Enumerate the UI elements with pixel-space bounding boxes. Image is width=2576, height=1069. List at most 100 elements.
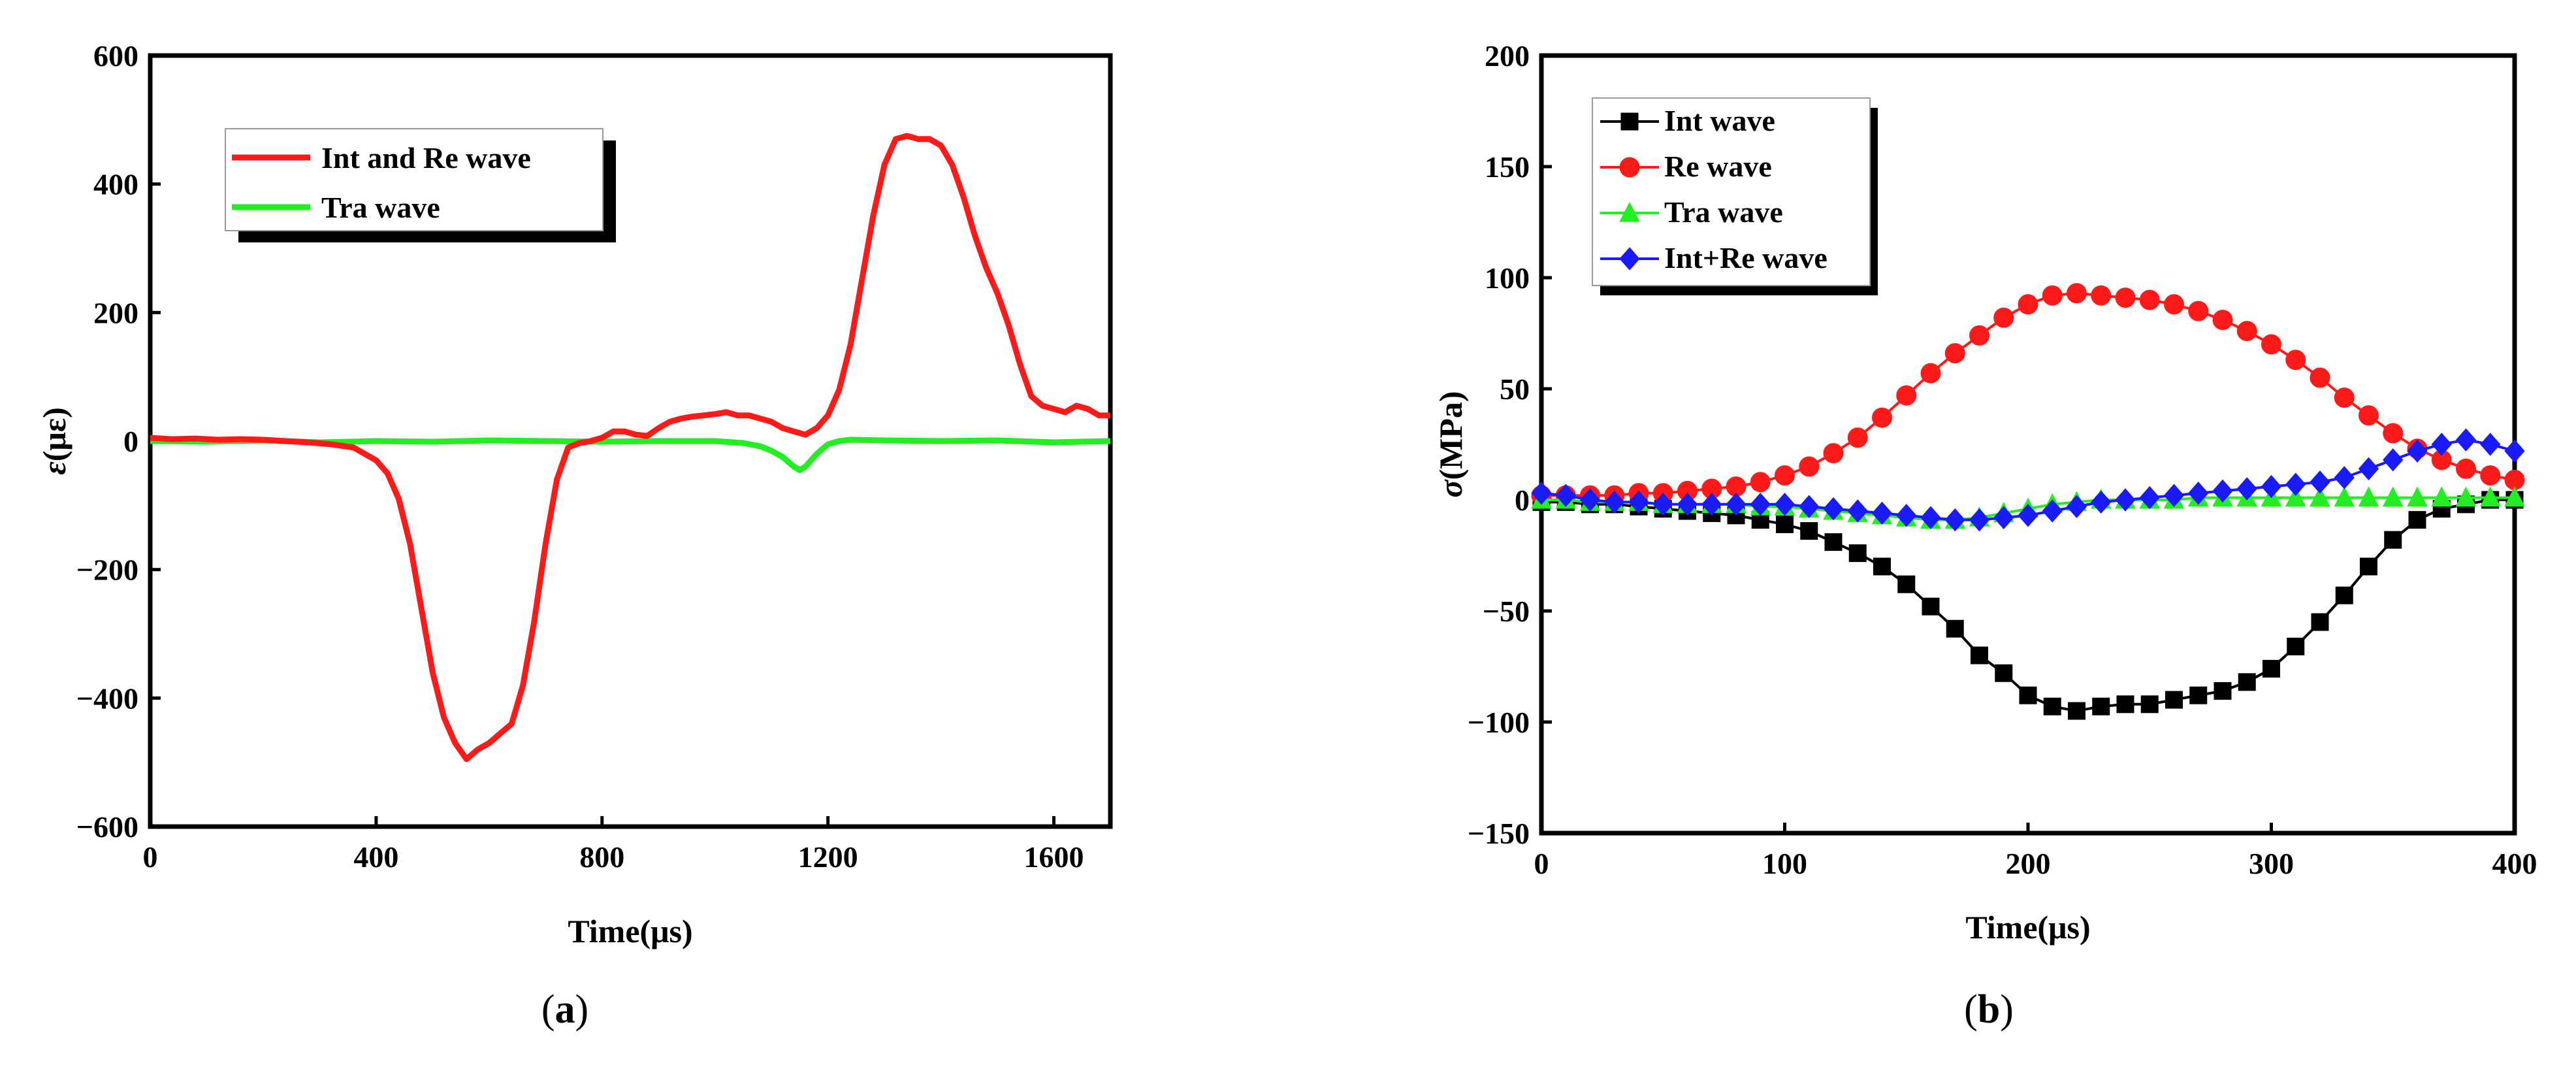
y-tick-label: 50 [1500,372,1530,406]
data-point-square [1776,515,1794,533]
y-tick-label: −100 [1468,706,1530,739]
y-tick-label: 400 [93,168,138,201]
series-line [150,436,1111,473]
data-point-circle [2139,289,2160,310]
data-point-diamond [2285,472,2306,496]
data-point-circle [1944,343,1965,364]
data-point-triangle [2504,486,2525,507]
data-point-diamond [1847,499,1868,523]
data-point-diamond [1677,493,1698,516]
data-point-square [1995,664,2013,682]
data-point-diamond [2163,484,2185,507]
x-tick-label: 100 [1762,847,1807,880]
data-point-square [1922,597,1940,616]
data-point-circle [2212,310,2233,331]
data-point-circle [2285,350,2306,370]
y-axis-unit: (MPa) [1432,391,1469,480]
panel-label: (b) [1964,987,2014,1032]
panel-letter: a [555,987,575,1032]
data-point-circle [1847,427,1868,448]
y-tick-label: 0 [1515,484,1530,517]
data-point-square [2408,511,2426,529]
data-point-diamond [1652,493,1673,516]
data-point-diamond [2139,485,2160,510]
data-point-diamond [1944,508,1965,532]
data-point-square [2311,613,2329,631]
y-axis-symbol: σ [1432,479,1469,498]
data-point-circle [2188,301,2209,321]
series-group [1531,428,2525,532]
panel-letter: b [1978,987,2000,1032]
data-point-triangle [2382,486,2404,507]
data-point-circle [2042,285,2063,306]
data-point-circle [2236,321,2257,342]
data-point-square [1897,575,1916,593]
legend-label: Int wave [1664,104,1775,137]
legend-swatch [1600,112,1659,131]
data-point-square [1848,544,1867,563]
legend-box [225,128,604,231]
data-point-diamond [1701,493,1722,516]
series-layer [1531,283,2525,720]
legend: Int and Re wave Tra wave [225,128,616,242]
data-point-circle [1920,363,1941,384]
data-point-triangle [2334,486,2355,507]
data-point-diamond [2236,477,2257,501]
x-tick-label: 1200 [798,840,858,874]
legend-item: Re wave [1600,150,1772,183]
data-point-square [1873,557,1891,576]
legend-label: Int+Re wave [1664,241,1827,274]
y-axis-title: σ(MPa) [1432,391,1469,498]
x-tick-label: 300 [2249,847,2294,880]
data-point-diamond [1628,490,1649,514]
y-tick-label: −150 [1468,817,1530,850]
data-point-diamond [2504,439,2525,463]
data-point-circle [1619,157,1640,178]
data-point-diamond [2334,466,2355,489]
y-tick-label: 100 [1485,261,1530,295]
series-line [150,133,1110,763]
data-point-square [2335,586,2353,604]
data-point-diamond [1799,495,1820,518]
data-point-circle [1750,472,1771,493]
y-tick-label: −400 [76,682,138,715]
y-axis-symbol: ε [36,461,72,475]
y-tick-label: −200 [76,553,138,587]
data-point-diamond [2261,474,2282,499]
data-point-circle [2115,288,2136,308]
legend-swatch [1600,157,1659,178]
x-tick-label: 200 [2006,847,2051,880]
data-point-circle [2383,423,2404,444]
data-point-triangle [2407,486,2428,507]
data-point-diamond [1896,504,1917,527]
data-point-diamond [1969,508,1990,532]
data-point-circle [2261,334,2281,355]
data-point-circle [2456,458,2476,479]
data-point-triangle [2479,486,2501,507]
y-tick-label: 150 [1485,150,1530,184]
data-point-diamond [2091,490,2112,514]
data-point-square [2068,702,2085,720]
data-point-triangle [2358,486,2379,507]
chart-panel-a: 0 400 800 1200 1600 −600 −400 −200 0 200 400 600 Ti… [36,39,1113,1032]
data-point-diamond [2358,457,2379,481]
data-point-circle [2067,283,2087,304]
series-group [1531,283,2525,506]
data-point-diamond [2188,482,2209,505]
legend-swatch [1600,201,1659,222]
legend-swatch [1600,247,1659,271]
data-point-circle [2164,294,2184,315]
data-point-diamond [1531,482,1552,505]
data-point-diamond [1993,506,2014,529]
data-point-diamond [2310,470,2330,494]
data-point-diamond [1579,488,1601,512]
data-point-diamond [1774,493,1795,516]
data-point-triangle [2431,486,2453,507]
data-point-diamond [2018,504,2038,527]
data-point-diamond [2407,439,2428,463]
data-point-diamond [2212,479,2233,503]
x-tick-label: 1600 [1024,840,1084,874]
x-tick-label: 400 [353,840,398,874]
legend-label: Int and Re wave [321,141,531,174]
